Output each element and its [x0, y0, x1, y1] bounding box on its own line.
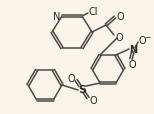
Text: N: N: [129, 45, 137, 54]
Text: O: O: [128, 60, 136, 69]
Text: O: O: [67, 73, 75, 83]
Text: −: −: [144, 33, 150, 42]
Text: S: S: [78, 84, 86, 94]
Text: O: O: [115, 33, 123, 43]
Text: O: O: [138, 36, 146, 46]
Text: N: N: [53, 12, 61, 22]
Text: O: O: [89, 95, 97, 105]
Text: O: O: [116, 12, 124, 22]
Text: Cl: Cl: [88, 7, 98, 17]
